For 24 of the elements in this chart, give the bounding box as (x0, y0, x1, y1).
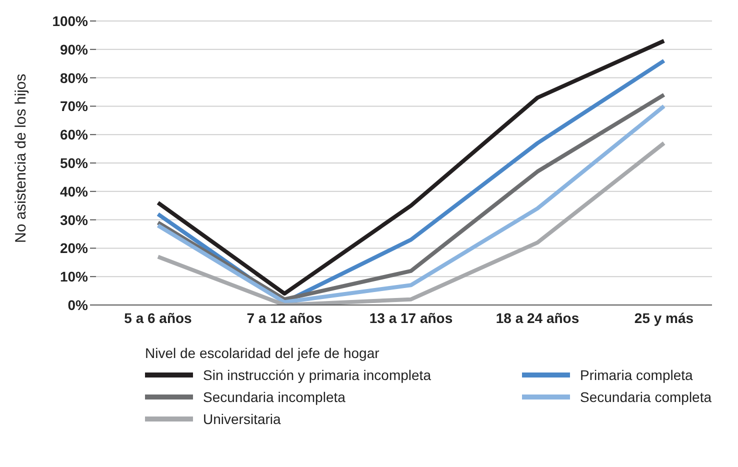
x-tick-label: 13 a 17 años (369, 310, 453, 326)
x-tick-label: 25 y más (634, 310, 694, 326)
y-tick-label: 10% (60, 268, 89, 285)
y-tick-label: 70% (60, 98, 89, 114)
y-axis-title: No asistencia de los hijos (12, 74, 30, 243)
y-tick-label: 0% (68, 296, 89, 313)
y-tick-label: 20% (60, 240, 89, 256)
legend-label: Secundaria completa (580, 389, 712, 405)
legend-label: Primaria completa (580, 367, 693, 383)
legend-title: Nivel de escolaridad del jefe de hogar (145, 345, 380, 361)
y-tick-label: 100% (52, 12, 89, 29)
line-series (156, 141, 666, 305)
legend-label: Universitaria (203, 411, 281, 427)
y-tick-label: 50% (60, 154, 89, 171)
y-tick-label: 30% (60, 212, 89, 228)
y-tick-label: 40% (60, 183, 89, 200)
legend-label: Secundaria incompleta (203, 389, 346, 405)
y-tick-label: 80% (60, 70, 89, 86)
x-tick-label: 5 a 6 años (124, 310, 192, 326)
legend-label: Sin instrucción y primaria incompleta (203, 367, 431, 383)
x-tick-label: 18 a 24 años (496, 310, 580, 326)
x-tick-label: 7 a 12 años (246, 310, 322, 326)
y-tick-label: 90% (60, 41, 89, 58)
y-tick-label: 60% (60, 126, 89, 143)
